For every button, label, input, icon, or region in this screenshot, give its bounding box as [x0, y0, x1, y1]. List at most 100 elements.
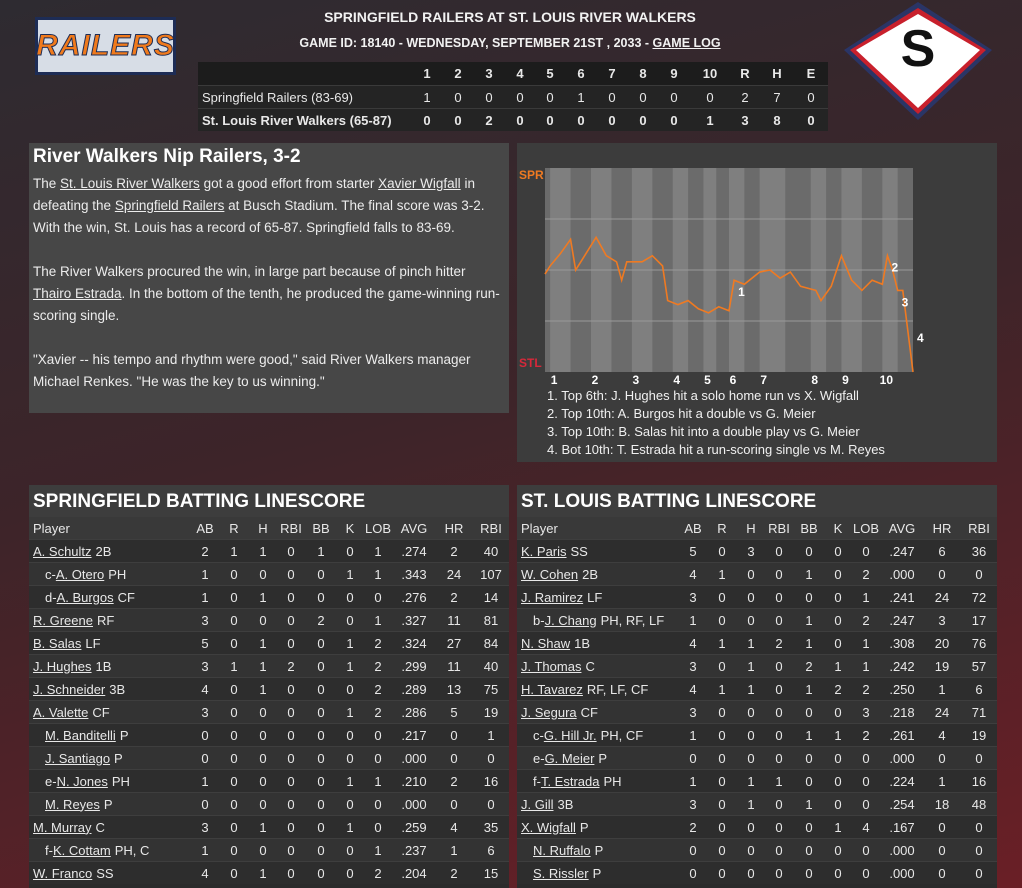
player-row: b- J. Chang PH, RF, LF 1 0 0 0 1 0 2 .247 3 17: [517, 608, 997, 631]
player-link[interactable]: G. Meier: [544, 750, 595, 766]
stat: 0: [287, 865, 295, 881]
sub-prefix: e-: [45, 773, 57, 789]
player-link[interactable]: J. Ramirez: [521, 589, 584, 605]
stat: 2: [374, 704, 382, 720]
stat: 0: [287, 566, 295, 582]
player-row: R. Greene RF 3 0 0 0 2 0 1 .327 11 81: [29, 608, 509, 631]
score: 3: [741, 113, 749, 128]
link[interactable]: Xavier Wigfall: [378, 176, 461, 191]
score: 0: [639, 90, 647, 105]
player-link[interactable]: G. Hill Jr.: [543, 727, 597, 743]
column-header: HR: [932, 520, 952, 536]
column-header: HR: [444, 520, 464, 536]
stat: 0: [834, 842, 842, 858]
y-top-label: SPR: [519, 168, 544, 182]
stat: 1: [450, 842, 458, 858]
stat: .237: [401, 842, 427, 858]
stat: 0: [487, 796, 495, 812]
x-tick-label: 9: [842, 373, 849, 387]
x-tick-label: 1: [551, 373, 558, 387]
player-row: c- A. Otero PH 1 0 0 0 0 1 1 .343 24 107: [29, 562, 509, 585]
link[interactable]: Springfield Railers: [114, 198, 225, 213]
stat: .327: [401, 612, 427, 628]
stat: 0: [775, 704, 783, 720]
stat: 0: [805, 543, 813, 559]
stat: 0: [747, 566, 755, 582]
stat: 6: [938, 543, 946, 559]
player-link[interactable]: X. Wigfall: [521, 819, 576, 835]
player-link[interactable]: R. Greene: [33, 612, 93, 628]
stat: 0: [747, 865, 755, 881]
score: 0: [485, 90, 493, 105]
stat: 2: [834, 681, 842, 697]
stat: 0: [938, 865, 946, 881]
stat: 0: [689, 750, 697, 766]
team-row: Springfield Railers (83-69) 1 0 0 0 0 1 0 0 0 0 2 7 0: [198, 85, 828, 109]
score: 2: [741, 90, 749, 105]
player-link[interactable]: M. Reyes: [45, 796, 100, 812]
stat: 1: [747, 635, 755, 651]
stat: .000: [401, 796, 427, 812]
game-log-link[interactable]: GAME LOG: [652, 36, 721, 50]
link[interactable]: St. Louis River Walkers: [60, 176, 200, 191]
player-link[interactable]: A. Otero: [55, 566, 105, 582]
stat: 0: [317, 589, 325, 605]
player-link[interactable]: J. Santiago: [45, 750, 111, 766]
player-link[interactable]: W. Franco: [33, 865, 93, 881]
stat: .286: [401, 704, 427, 720]
position: P: [594, 842, 604, 858]
stat: 0: [718, 750, 726, 766]
stat: 3: [689, 796, 697, 812]
stat: 0: [287, 681, 295, 697]
player-link[interactable]: A. Burgos: [56, 589, 114, 605]
player-link[interactable]: B. Salas: [33, 635, 82, 651]
player-link[interactable]: K. Cottam: [52, 842, 111, 858]
player-link[interactable]: J. Hughes: [33, 658, 92, 674]
player-link[interactable]: N. Jones: [56, 773, 108, 789]
player-link[interactable]: J. Segura: [521, 704, 577, 720]
stat: .276: [401, 589, 427, 605]
player-link[interactable]: A. Schultz: [33, 543, 92, 559]
stat: 4: [450, 819, 458, 835]
position: LF: [587, 589, 603, 605]
position: CF: [117, 589, 135, 605]
column-header: R: [717, 520, 727, 536]
column-label: 10: [702, 66, 718, 81]
player-cell: e- G. Meier P: [533, 747, 607, 769]
x-tick-label: 3: [633, 373, 640, 387]
player-link[interactable]: H. Tavarez: [521, 681, 583, 697]
score: 8: [773, 113, 781, 128]
stat: 0: [718, 796, 726, 812]
player-link[interactable]: W. Cohen: [521, 566, 579, 582]
annotation: 1: [738, 285, 745, 299]
player-link[interactable]: T. Estrada: [540, 773, 600, 789]
player-link[interactable]: M. Murray: [33, 819, 92, 835]
player-link[interactable]: K. Paris: [521, 543, 567, 559]
player-link[interactable]: S. Rissler: [533, 865, 589, 881]
player-cell: J. Thomas C: [521, 655, 595, 677]
player-link[interactable]: A. Valette: [33, 704, 89, 720]
stat: 2: [689, 819, 697, 835]
player-link[interactable]: J. Thomas: [521, 658, 582, 674]
player-link[interactable]: N. Ruffalo: [533, 842, 591, 858]
player-link[interactable]: N. Shaw: [521, 635, 571, 651]
stat: 0: [747, 842, 755, 858]
stat: 2: [374, 865, 382, 881]
player-link[interactable]: J. Gill: [521, 796, 554, 812]
stat: 0: [775, 681, 783, 697]
score: 0: [706, 90, 714, 105]
player-link[interactable]: J. Chang: [544, 612, 597, 628]
stat: 1: [718, 635, 726, 651]
sub-prefix: e-: [533, 750, 545, 766]
player-link[interactable]: J. Schneider: [33, 681, 106, 697]
stat: 0: [230, 589, 238, 605]
stat: 1: [374, 612, 382, 628]
stat: 75: [483, 681, 499, 697]
stat: 1: [775, 773, 783, 789]
column-header: R: [229, 520, 239, 536]
link[interactable]: Thairo Estrada: [33, 286, 122, 301]
player-cell: N. Ruffalo P: [533, 839, 603, 861]
stat: 0: [317, 681, 325, 697]
player-link[interactable]: M. Banditelli: [45, 727, 116, 743]
